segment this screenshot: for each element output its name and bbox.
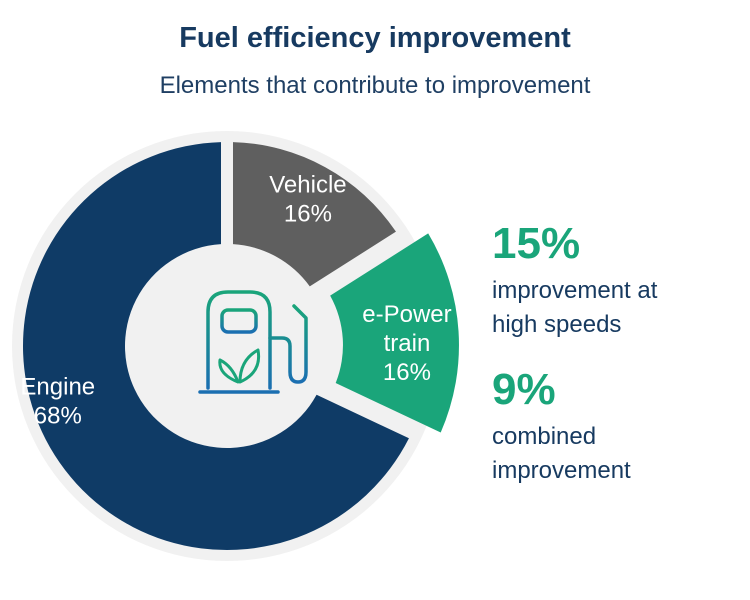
stats-panel: 15% improvement at high speeds 9% combin… <box>492 222 742 488</box>
slice-category-label: Engine <box>20 374 95 401</box>
slice-category-label: Vehicle <box>269 171 346 198</box>
slice-category-label: e-Power <box>362 301 451 328</box>
slice-category-label: train <box>384 330 431 357</box>
stat-label-line: combined <box>492 423 597 450</box>
slice-value-label: 16% <box>284 200 332 227</box>
stat-value: 15% <box>492 219 581 268</box>
stat-combined: 9% combined improvement <box>492 368 742 488</box>
stat-label-line: high speeds <box>492 311 622 338</box>
stat-label: improvement at high speeds <box>492 274 742 342</box>
slice-engine <box>23 142 409 550</box>
chart-title: Fuel efficiency improvement <box>179 22 571 54</box>
stat-value: 9% <box>492 365 556 414</box>
slice-e-power-train <box>330 233 459 433</box>
slice-vehicle <box>232 142 396 287</box>
stat-label-line: improvement <box>492 457 631 484</box>
fuel-pump-leaf-icon <box>198 290 308 394</box>
slice-value-label: 68% <box>34 403 82 430</box>
slices-layer <box>23 142 459 550</box>
stat-high-speeds: 15% improvement at high speeds <box>492 222 742 342</box>
stat-label-line: improvement at <box>492 277 658 304</box>
slice-value-label: 16% <box>383 359 431 386</box>
chart-subtitle: Elements that contribute to improvement <box>159 72 591 99</box>
stat-label: combined improvement <box>492 420 742 488</box>
